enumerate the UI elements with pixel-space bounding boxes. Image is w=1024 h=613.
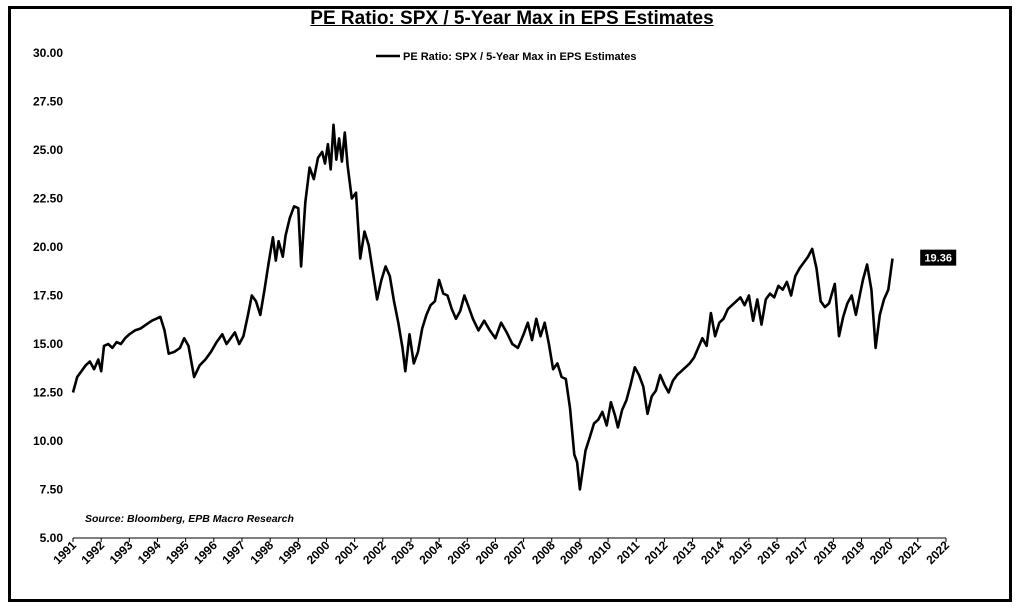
x-tick-label: 1999 [276, 538, 305, 567]
x-tick-label: 2007 [501, 538, 530, 567]
chart-title: PE Ratio: SPX / 5-Year Max in EPS Estima… [310, 8, 714, 29]
x-tick-label: 2017 [783, 538, 812, 567]
x-tick-label: 2000 [304, 538, 333, 567]
x-tick-label: 1997 [219, 538, 248, 567]
y-tick-label: 30.00 [33, 46, 63, 60]
source-note: Source: Bloomberg, EPB Macro Research [85, 513, 294, 525]
y-tick-label: 15.00 [33, 337, 63, 351]
x-tick-label: 2013 [670, 538, 699, 567]
x-tick-label: 1995 [163, 538, 192, 567]
x-tick-label: 2005 [445, 538, 474, 567]
x-tick-label: 2010 [585, 538, 614, 567]
x-tick-label: 2009 [557, 538, 586, 567]
x-tick-label: 2016 [754, 538, 783, 567]
x-tick-label: 2020 [867, 538, 896, 567]
x-tick-label: 2004 [416, 538, 445, 567]
y-tick-label: 27.50 [33, 95, 63, 109]
y-tick-label: 7.50 [40, 483, 64, 497]
x-tick-label: 2006 [473, 538, 502, 567]
y-tick-label: 10.00 [33, 434, 63, 448]
x-tick-label: 2011 [614, 538, 643, 567]
x-tick-label: 1998 [247, 538, 276, 567]
y-axis-ticks: 5.00 7.50 10.00 12.50 15.00 17.50 20.00 22.50 25… [33, 46, 63, 545]
x-axis-ticks: 1991 1992 1993 1994 1995 1996 1997 1998 1999 2000… [50, 538, 952, 567]
x-tick-label: 2008 [529, 538, 558, 567]
legend-label: PE Ratio: SPX / 5-Year Max in EPS Estima… [403, 51, 637, 63]
x-tick-label: 2022 [923, 538, 952, 567]
x-tick-label: 2003 [388, 538, 417, 567]
last-value-label: 19.36 [924, 253, 952, 265]
x-tick-label: 1993 [107, 538, 136, 567]
chart-frame [8, 6, 1012, 602]
x-tick-label: 2019 [839, 538, 868, 567]
x-tick-label: 2018 [811, 538, 840, 567]
y-tick-label: 17.50 [33, 289, 63, 303]
x-tick-label: 1994 [135, 538, 164, 567]
y-tick-label: 22.50 [33, 192, 63, 206]
y-tick-label: 5.00 [40, 531, 64, 545]
x-tick-label: 2012 [642, 538, 671, 567]
last-value-badge [920, 249, 957, 266]
y-tick-label: 20.00 [33, 240, 63, 254]
y-tick-label: 12.50 [33, 386, 63, 400]
x-tick-label: 1996 [191, 538, 220, 567]
y-tick-label: 25.00 [33, 143, 63, 157]
x-tick-label: 2021 [895, 538, 924, 567]
x-tick-label: 2014 [698, 538, 727, 567]
x-tick-label: 2015 [726, 538, 755, 567]
series-line [71, 123, 894, 491]
x-tick-label: 1992 [79, 538, 108, 567]
x-tick-label: 2001 [332, 538, 361, 567]
x-tick-label: 2002 [360, 538, 389, 567]
